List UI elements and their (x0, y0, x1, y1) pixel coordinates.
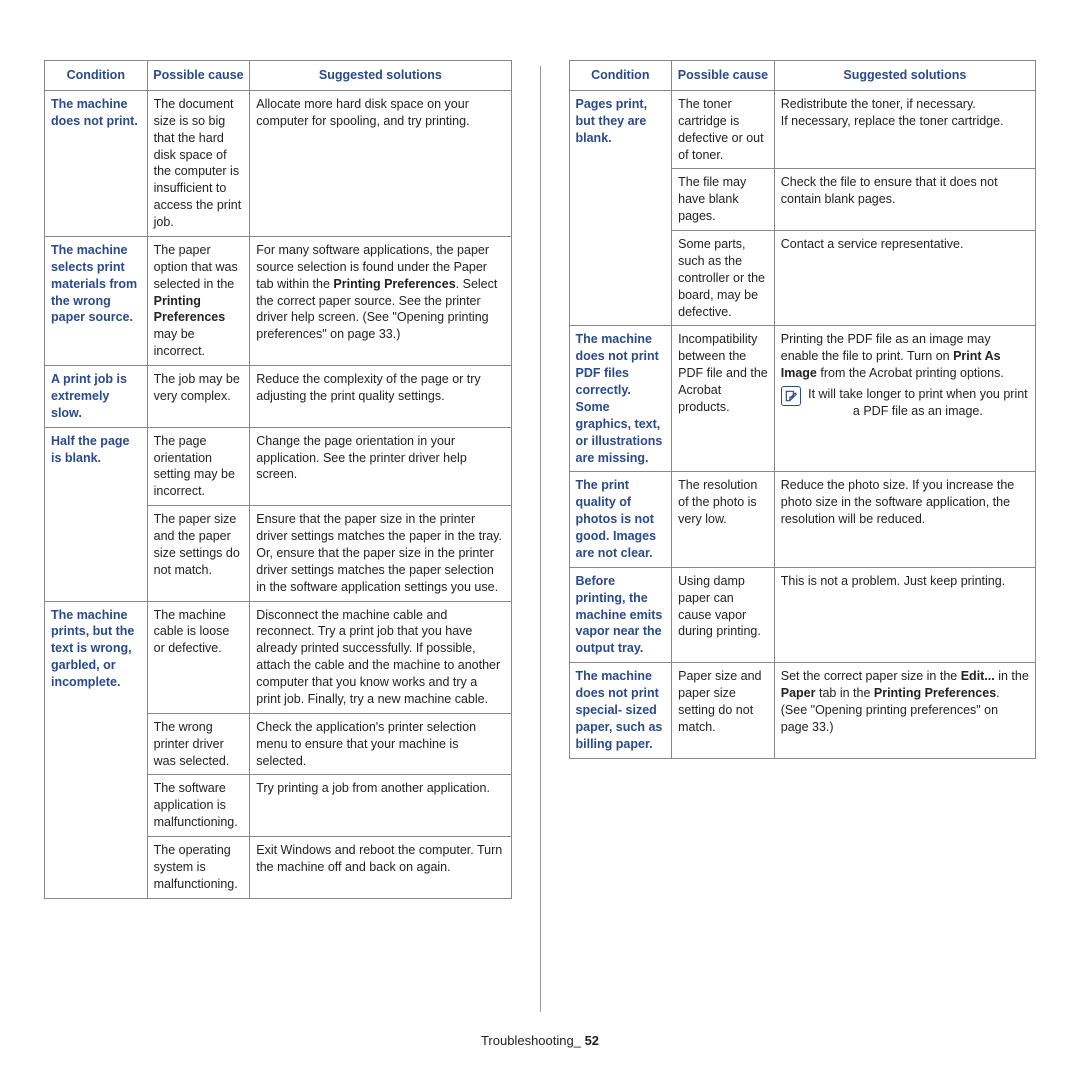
footer-section: Troubleshooting (481, 1033, 574, 1048)
cell-solution: Redistribute the toner, if necessary.If … (774, 90, 1035, 169)
cell-solution: Set the correct paper size in the Edit..… (774, 663, 1035, 758)
cell-solution: Ensure that the paper size in the printe… (250, 506, 511, 601)
cell-solution: Check the file to ensure that it does no… (774, 169, 1035, 231)
cell-condition: Half the page is blank. (45, 427, 148, 601)
cell-cause: The paper option that was selected in th… (147, 236, 250, 365)
col-header-condition: Condition (45, 61, 148, 91)
cell-solution: Contact a service representative. (774, 231, 1035, 326)
cell-condition: The machine prints, but the text is wron… (45, 601, 148, 898)
cell-cause: Paper size and paper size setting do not… (672, 663, 775, 758)
table-row: The machine prints, but the text is wron… (45, 601, 512, 713)
troubleshooting-table-right: Condition Possible cause Suggested solut… (569, 60, 1037, 759)
cell-cause: The job may be very complex. (147, 366, 250, 428)
cell-cause: The software application is malfunctioni… (147, 775, 250, 837)
footer-page-number: 52 (585, 1033, 599, 1048)
page-footer: Troubleshooting_ 52 (44, 1032, 1036, 1050)
cell-solution: Exit Windows and reboot the computer. Tu… (250, 837, 511, 899)
col-header-cause: Possible cause (672, 61, 775, 91)
cell-cause: The toner cartridge is defective or out … (672, 90, 775, 169)
cell-condition: The machine does not print. (45, 90, 148, 236)
table-row: The machine does not print.The document … (45, 90, 512, 236)
right-column: Condition Possible cause Suggested solut… (569, 60, 1037, 1012)
cell-condition: A print job is extremely slow. (45, 366, 148, 428)
table-row: The print quality of photos is not good.… (569, 472, 1036, 567)
cell-solution: Printing the PDF file as an image may en… (774, 326, 1035, 472)
col-header-solution: Suggested solutions (250, 61, 511, 91)
cell-cause: The resolution of the photo is very low. (672, 472, 775, 567)
cell-solution: Check the application's printer selectio… (250, 713, 511, 775)
cell-solution: Reduce the photo size. If you increase t… (774, 472, 1035, 567)
col-header-cause: Possible cause (147, 61, 250, 91)
cell-solution: Try printing a job from another applicat… (250, 775, 511, 837)
troubleshooting-table-left: Condition Possible cause Suggested solut… (44, 60, 512, 899)
cell-cause: Some parts, such as the controller or th… (672, 231, 775, 326)
col-header-solution: Suggested solutions (774, 61, 1035, 91)
cell-cause: Using damp paper can cause vapor during … (672, 567, 775, 662)
note-text: It will take longer to print when you pr… (807, 386, 1029, 420)
cell-cause: The file may have blank pages. (672, 169, 775, 231)
cell-cause: Incompatibility between the PDF file and… (672, 326, 775, 472)
cell-solution: Allocate more hard disk space on your co… (250, 90, 511, 236)
table-row: Half the page is blank.The page orientat… (45, 427, 512, 506)
cell-cause: The document size is so big that the har… (147, 90, 250, 236)
cell-solution: For many software applications, the pape… (250, 236, 511, 365)
document-page: Condition Possible cause Suggested solut… (0, 0, 1080, 1080)
cell-condition: Pages print, but they are blank. (569, 90, 672, 326)
cell-solution: Change the page orientation in your appl… (250, 427, 511, 506)
cell-solution: Reduce the complexity of the page or try… (250, 366, 511, 428)
cell-condition: Before printing, the machine emits vapor… (569, 567, 672, 662)
cell-cause: The wrong printer driver was selected. (147, 713, 250, 775)
table-row: The machine selects print materials from… (45, 236, 512, 365)
cell-solution: This is not a problem. Just keep printin… (774, 567, 1035, 662)
cell-condition: The machine does not print PDF files cor… (569, 326, 672, 472)
two-column-layout: Condition Possible cause Suggested solut… (44, 60, 1036, 1012)
table-row: Before printing, the machine emits vapor… (569, 567, 1036, 662)
table-row: Pages print, but they are blank.The tone… (569, 90, 1036, 169)
table-row: A print job is extremely slow.The job ma… (45, 366, 512, 428)
cell-condition: The print quality of photos is not good.… (569, 472, 672, 567)
cell-solution: Disconnect the machine cable and reconne… (250, 601, 511, 713)
left-column: Condition Possible cause Suggested solut… (44, 60, 512, 1012)
cell-cause: The machine cable is loose or defective. (147, 601, 250, 713)
cell-condition: The machine selects print materials from… (45, 236, 148, 365)
note-icon (781, 386, 801, 406)
col-header-condition: Condition (569, 61, 672, 91)
note-box: It will take longer to print when you pr… (781, 386, 1029, 420)
cell-cause: The paper size and the paper size settin… (147, 506, 250, 601)
cell-cause: The operating system is malfunctioning. (147, 837, 250, 899)
table-row: The machine does not print special- size… (569, 663, 1036, 758)
column-divider (540, 66, 541, 1012)
table-row: The machine does not print PDF files cor… (569, 326, 1036, 472)
cell-condition: The machine does not print special- size… (569, 663, 672, 758)
cell-cause: The page orientation setting may be inco… (147, 427, 250, 506)
